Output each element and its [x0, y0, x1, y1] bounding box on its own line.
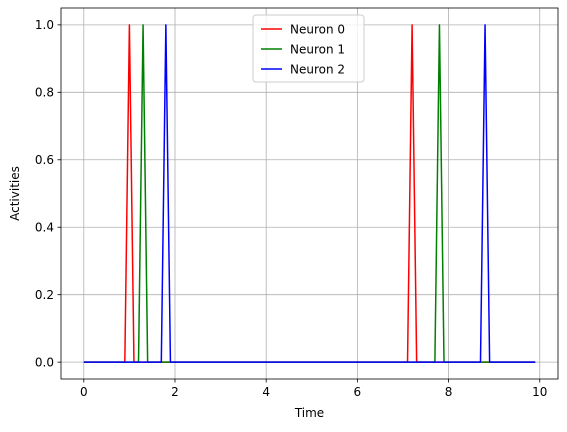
x-tick-label: 10: [532, 385, 547, 399]
x-tick-label: 2: [171, 385, 179, 399]
y-tick-label: 0.6: [35, 153, 54, 167]
x-tick-label: 0: [80, 385, 88, 399]
y-tick-label: 1.0: [35, 18, 54, 32]
x-axis-label: Time: [294, 406, 324, 420]
y-tick-label: 0.4: [35, 221, 54, 235]
legend-label: Neuron 2: [290, 62, 345, 76]
series-lines: [83, 24, 536, 363]
x-tick-label: 6: [354, 385, 362, 399]
axis-ticks: 0 2 4 6 8 10 0.0 0.2 0.4 0.6 0.8 1.0: [35, 18, 547, 399]
legend-label: Neuron 1: [290, 42, 345, 56]
series-line-neuron-2: [83, 24, 536, 363]
y-tick-label: 0.0: [35, 355, 54, 369]
y-tick-label: 0.8: [35, 86, 54, 100]
y-tick-label: 0.2: [35, 288, 54, 302]
plot-frame: [60, 7, 559, 380]
x-tick-label: 8: [445, 385, 453, 399]
legend: Neuron 0 Neuron 1 Neuron 2: [252, 14, 365, 83]
legend-label: Neuron 0: [290, 22, 345, 36]
legend-box: [252, 14, 365, 83]
y-axis-label: Activities: [8, 166, 22, 221]
x-tick-label: 4: [262, 385, 270, 399]
